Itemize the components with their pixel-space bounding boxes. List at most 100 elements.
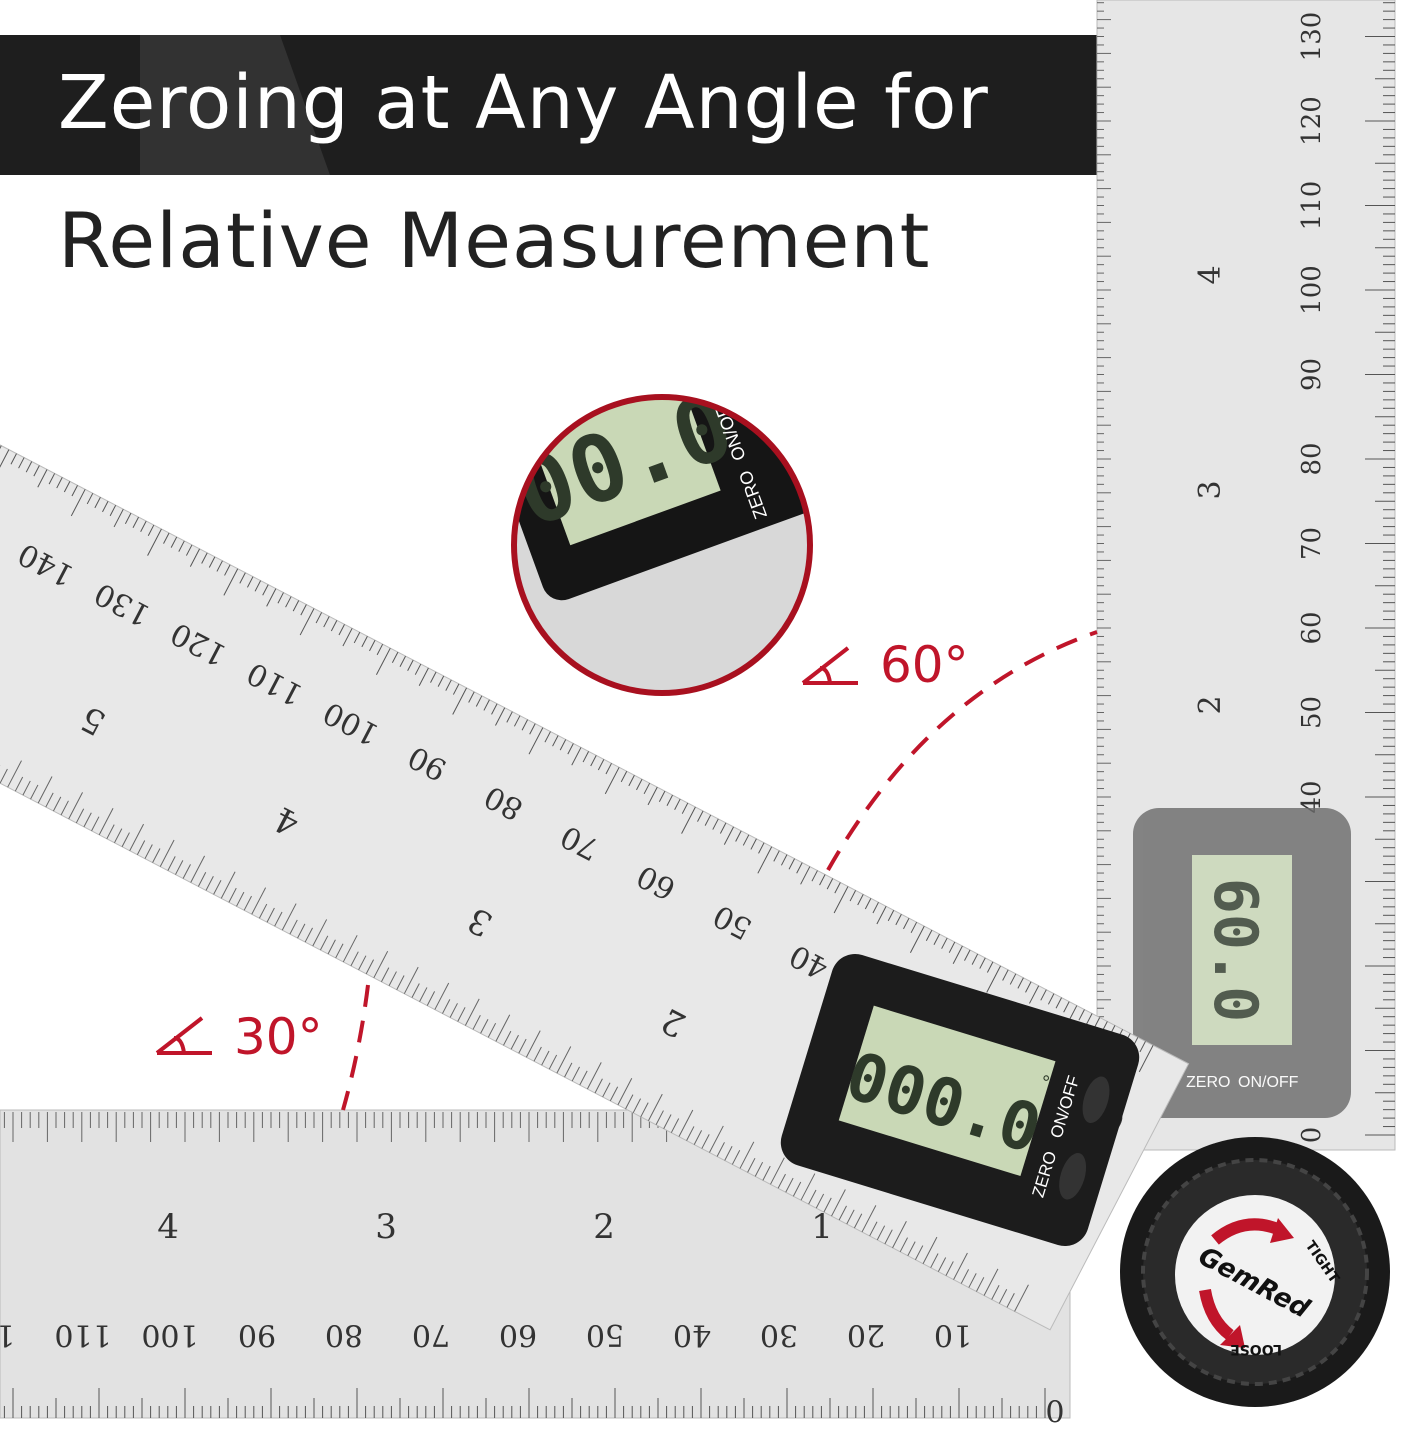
ruler-tick bbox=[948, 941, 956, 953]
ruler-tick bbox=[933, 933, 940, 945]
ruler-label-inch: 3 bbox=[375, 1207, 397, 1247]
ruler-tick bbox=[71, 485, 78, 497]
ruler-tick bbox=[190, 855, 206, 883]
ruler-label-mm: 0 bbox=[1045, 1392, 1064, 1427]
ruler-tick bbox=[48, 473, 56, 485]
ruler-tick bbox=[925, 929, 933, 941]
degree-symbol: ° bbox=[679, 358, 695, 381]
ruler-tick bbox=[909, 925, 925, 953]
zoom-magnifier: 00.0 ° ZERO ON/OFF bbox=[511, 358, 813, 696]
lcd-screen bbox=[1192, 855, 1292, 1045]
ruler-tick bbox=[831, 1189, 846, 1217]
ruler-tick bbox=[953, 1252, 968, 1280]
ruler-tick bbox=[846, 1209, 855, 1225]
ruler-tick bbox=[1063, 1001, 1070, 1013]
ruler-tick bbox=[98, 808, 114, 836]
ruler-tick bbox=[10, 453, 17, 465]
ruler-tick bbox=[800, 866, 811, 885]
ruler-tick bbox=[91, 816, 100, 832]
ruler-tick bbox=[239, 572, 246, 584]
ruler-tick bbox=[1040, 989, 1047, 1001]
ruler-label-mm: 80 bbox=[325, 1317, 363, 1352]
ruler-tick bbox=[757, 846, 773, 874]
ruler-tick bbox=[521, 719, 529, 731]
ruler-tick bbox=[976, 1277, 985, 1292]
ruler-tick bbox=[205, 876, 214, 891]
ruler-tick bbox=[285, 596, 292, 608]
ruler-tick bbox=[968, 1273, 977, 1288]
ruler-tick bbox=[495, 1014, 511, 1042]
angle-icon bbox=[155, 1016, 212, 1055]
ruler-tick bbox=[907, 1241, 916, 1257]
ruler-label-mm: 30 bbox=[760, 1317, 798, 1352]
ruler-tick bbox=[495, 707, 506, 726]
ruler-label-mm: 80 bbox=[1297, 442, 1327, 475]
angle-30-marker: 30° bbox=[155, 1008, 323, 1066]
ruler-tick bbox=[449, 1003, 458, 1018]
ruler-tick bbox=[777, 1173, 786, 1189]
ruler-tick bbox=[75, 808, 85, 824]
ruler-tick bbox=[391, 651, 399, 664]
ruler-label-inch: 2 bbox=[593, 1207, 615, 1247]
ruler-label-mm: 20 bbox=[847, 1317, 885, 1352]
ruler-tick bbox=[376, 643, 384, 656]
ruler-tick bbox=[529, 723, 536, 735]
ruler-label-mm: 90 bbox=[238, 1317, 276, 1352]
ruler-tick bbox=[632, 1098, 642, 1114]
ruler-tick bbox=[228, 887, 237, 903]
ruler-tick bbox=[18, 457, 25, 469]
ruler-tick bbox=[163, 532, 170, 544]
ruler-tick bbox=[327, 939, 336, 955]
ruler-tick bbox=[487, 1022, 497, 1038]
ruler-tick bbox=[548, 1054, 558, 1070]
ruler-tick bbox=[426, 991, 436, 1006]
zero-label: ZERO bbox=[1186, 1074, 1230, 1091]
ruler-tick bbox=[788, 858, 796, 870]
ruler-tick bbox=[643, 782, 651, 795]
ruler-tick bbox=[849, 890, 857, 902]
ruler-tick bbox=[960, 1269, 970, 1284]
ruler-tick bbox=[152, 848, 161, 863]
ruler-tick bbox=[586, 1062, 602, 1090]
ruler-tick bbox=[815, 1193, 825, 1209]
ruler-tick bbox=[70, 489, 86, 517]
ruler-tick bbox=[167, 856, 176, 871]
ruler-tick bbox=[281, 903, 297, 931]
ruler-tick bbox=[114, 828, 123, 844]
headline-line-1: Zeroing at Any Angle for bbox=[58, 60, 989, 146]
ruler-tick bbox=[68, 792, 83, 820]
onoff-label: ON/OFF bbox=[1238, 1074, 1299, 1091]
lcd-screen bbox=[838, 1005, 1056, 1176]
ruler-tick bbox=[709, 1125, 724, 1153]
ruler-tick bbox=[914, 1245, 924, 1260]
ruler-tick bbox=[964, 949, 971, 961]
background-reading: 60.0 bbox=[1200, 878, 1270, 1023]
ruler-tick bbox=[571, 747, 582, 766]
ruler-tick bbox=[274, 911, 283, 927]
ruler-tick bbox=[63, 481, 71, 493]
ruler-label-inch: 4 bbox=[157, 1207, 179, 1247]
ruler-tick bbox=[60, 800, 69, 816]
ruler-tick bbox=[304, 927, 313, 943]
ruler-tick bbox=[884, 1229, 893, 1245]
ruler-tick bbox=[182, 864, 191, 879]
ruler-tick bbox=[541, 1050, 550, 1066]
ruler-tick bbox=[556, 1046, 572, 1074]
ruler-tick bbox=[666, 794, 673, 806]
ruler-tick bbox=[266, 588, 277, 607]
ruler-tick bbox=[251, 887, 267, 915]
ruler-tick bbox=[930, 1253, 939, 1268]
ruler-tick bbox=[289, 919, 298, 935]
ruler-tick bbox=[132, 516, 139, 529]
ruler-tick bbox=[864, 898, 872, 910]
ruler-tick bbox=[582, 751, 590, 763]
ruler-tick bbox=[693, 1130, 703, 1145]
ruler-label-mm: 120 bbox=[1297, 96, 1327, 146]
ruler-tick bbox=[922, 1236, 938, 1264]
ruler-label-mm: 0 bbox=[1297, 1127, 1327, 1144]
ruler-tick bbox=[704, 814, 712, 826]
ruler-tick bbox=[636, 778, 643, 791]
ruler-tick bbox=[266, 907, 275, 923]
ruler-tick bbox=[113, 508, 124, 528]
